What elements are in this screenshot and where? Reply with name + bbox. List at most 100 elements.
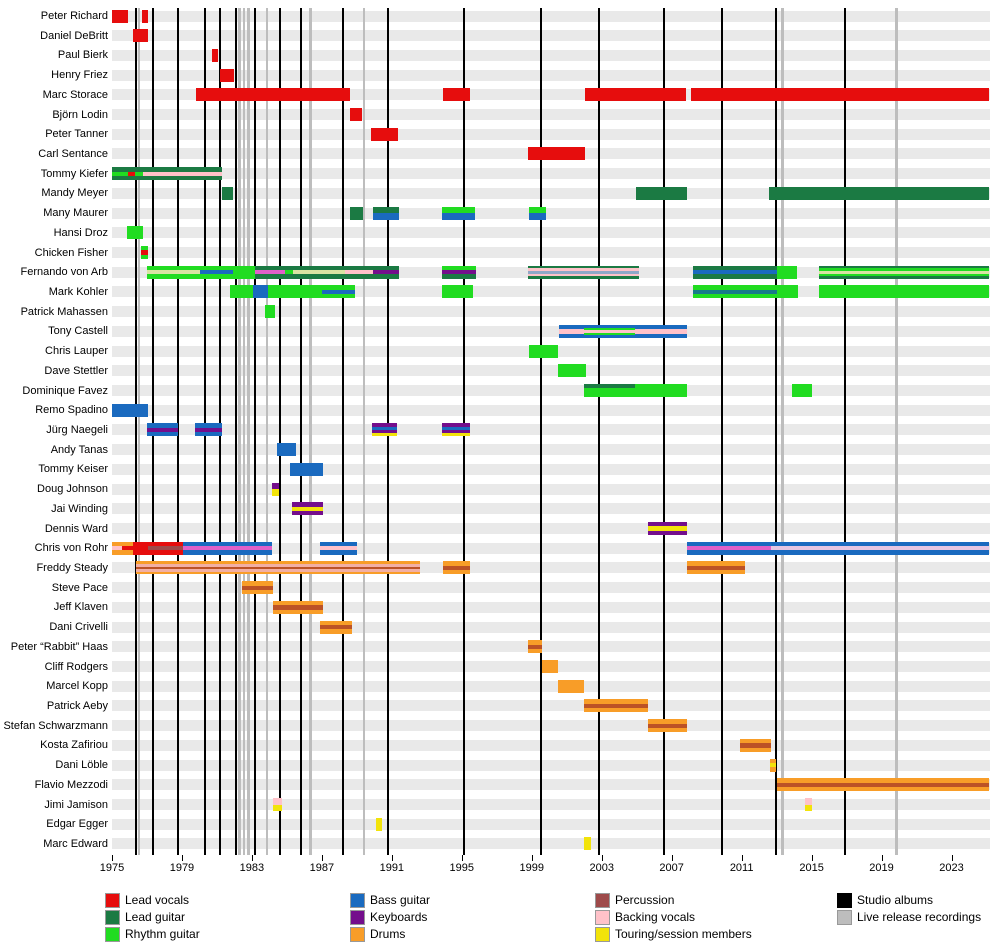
member-label: Peter “Rabbit” Haas [10,640,108,653]
axis-tick [811,855,813,861]
row-band [112,325,990,337]
bar-stripe [134,175,143,181]
legend-swatch [595,910,610,925]
bar-stripe [320,546,357,551]
row-band [112,187,990,199]
bar-stripe [292,506,323,511]
timeline-bar [634,384,688,398]
row-band [112,404,990,416]
row-band [112,542,990,554]
timeline-bar [242,581,273,595]
live-recording-line [362,8,366,855]
timeline-bar [739,738,772,752]
bar-stripe [585,88,686,102]
live-recording-line [309,8,312,855]
row-band [112,818,990,830]
bar-stripe [285,265,293,271]
bar-stripe [136,569,420,572]
legend-label: Drums [370,927,406,941]
bar-stripe [292,502,323,507]
studio-album-line [278,8,281,855]
timeline-bar [200,265,233,279]
timeline-bar [222,186,233,200]
timeline-bar [320,620,352,634]
axis-tick-label: 1987 [309,862,335,874]
bar-stripe [112,9,128,23]
bar-stripe [112,550,123,555]
timeline-bar [528,147,586,161]
bar-stripe [648,727,687,733]
axis-tick [951,855,953,861]
bar-stripe [441,433,470,437]
axis-tick-label: 2019 [869,862,894,874]
row-band [112,168,990,180]
member-label: Marc Edward [43,837,108,850]
bar-stripe [528,265,640,269]
bar-stripe [195,423,223,428]
timeline-bar [272,482,280,496]
bar-stripe [687,565,746,571]
bar-stripe [230,285,253,299]
studio-album-line [135,8,138,855]
row-band [112,306,990,318]
member-label: Daniel DeBritt [40,29,108,42]
timeline-bar [320,541,357,555]
studio-album-line [341,8,344,855]
bar-stripe [692,265,777,271]
bar-stripe [293,270,345,275]
bar-stripe [528,640,543,645]
timeline-bar [442,561,470,575]
bar-stripe [272,600,323,606]
bar-stripe [272,605,323,610]
bar-stripe [584,708,649,713]
bar-stripe [344,270,373,275]
row-band [112,562,990,574]
timeline-bar [146,265,201,279]
member-label: Andy Tanas [50,443,108,456]
legend-label: Percussion [615,893,675,907]
member-label: Björn Lodin [52,108,108,121]
row-band [112,680,990,692]
row-band [112,779,990,791]
timeline-bar [542,660,558,674]
timeline-bar [776,265,797,279]
bar-stripe [252,285,268,299]
timeline-bar [142,167,223,181]
axis-tick [671,855,673,861]
bar-stripe [112,403,148,417]
bar-stripe [771,546,990,551]
timeline-bar [818,265,990,279]
bar-stripe [441,206,475,214]
legend-item: Touring/session members [595,927,815,942]
bar-stripe [634,329,687,334]
axis-tick-label: 2015 [799,862,824,874]
timeline-bar [690,88,990,102]
bar-stripe [818,285,990,299]
bar-stripe [529,213,546,220]
legend-label: Lead guitar [125,910,186,924]
axis-tick-label: 1995 [449,862,475,874]
member-label: Chicken Fisher [34,246,108,259]
member-label: Tommy Keiser [38,463,108,476]
axis-tick-label: 2023 [939,862,964,874]
bar-stripe [372,265,399,271]
member-label: Cliff Rodgers [44,660,108,673]
timeline-bar [182,541,273,555]
row-band [112,621,990,633]
legend-swatch [350,893,365,908]
axis-tick-label: 2007 [659,862,684,874]
bar-stripe [687,561,746,566]
timeline-bar [528,265,640,279]
timeline-bar [126,226,143,240]
bar-stripe [768,186,990,200]
member-label: Freddy Steady [36,561,108,574]
bar-stripe [818,270,990,274]
legend-label: Bass guitar [370,893,431,907]
bar-stripe [320,620,352,625]
timeline-bar [442,88,470,102]
bar-stripe [776,787,990,792]
member-label: Chris von Rohr [34,542,108,555]
timeline-bar [687,541,772,555]
member-label: Peter Richard [40,10,108,22]
bar-stripe [442,88,470,102]
